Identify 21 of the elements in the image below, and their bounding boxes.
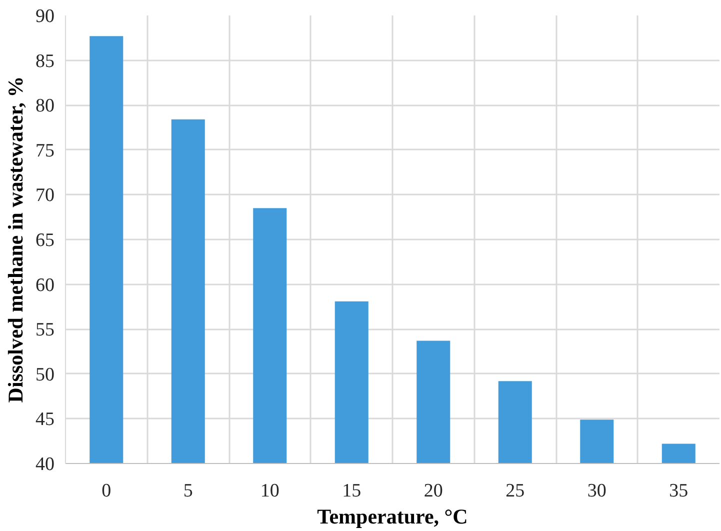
y-axis-title: Dissolved methane in wastewater, % bbox=[4, 76, 28, 403]
x-tick-label: 30 bbox=[587, 480, 606, 502]
y-tick-label: 50 bbox=[36, 364, 54, 386]
y-tick-label: 70 bbox=[36, 185, 54, 206]
y-tick-label: 65 bbox=[36, 230, 54, 251]
x-tick-label: 35 bbox=[669, 480, 688, 502]
y-tick-label: 90 bbox=[36, 6, 54, 27]
y-tick-label: 60 bbox=[36, 274, 54, 296]
x-tick-label: 25 bbox=[506, 480, 525, 502]
x-tick-label: 20 bbox=[424, 480, 443, 502]
x-axis-title: Temperature, °C bbox=[317, 504, 468, 528]
x-tick-label: 10 bbox=[260, 480, 280, 502]
y-tick-label: 80 bbox=[36, 96, 54, 117]
y-tick-label: 85 bbox=[36, 50, 54, 72]
x-tick-label: 5 bbox=[183, 480, 193, 502]
y-tick-label: 75 bbox=[36, 140, 54, 162]
x-tick-label: 0 bbox=[102, 480, 112, 502]
y-tick-label: 55 bbox=[36, 320, 54, 341]
y-tick-label: 40 bbox=[36, 454, 54, 475]
x-tick-label: 15 bbox=[342, 480, 362, 502]
y-tick-label: 45 bbox=[36, 409, 54, 430]
